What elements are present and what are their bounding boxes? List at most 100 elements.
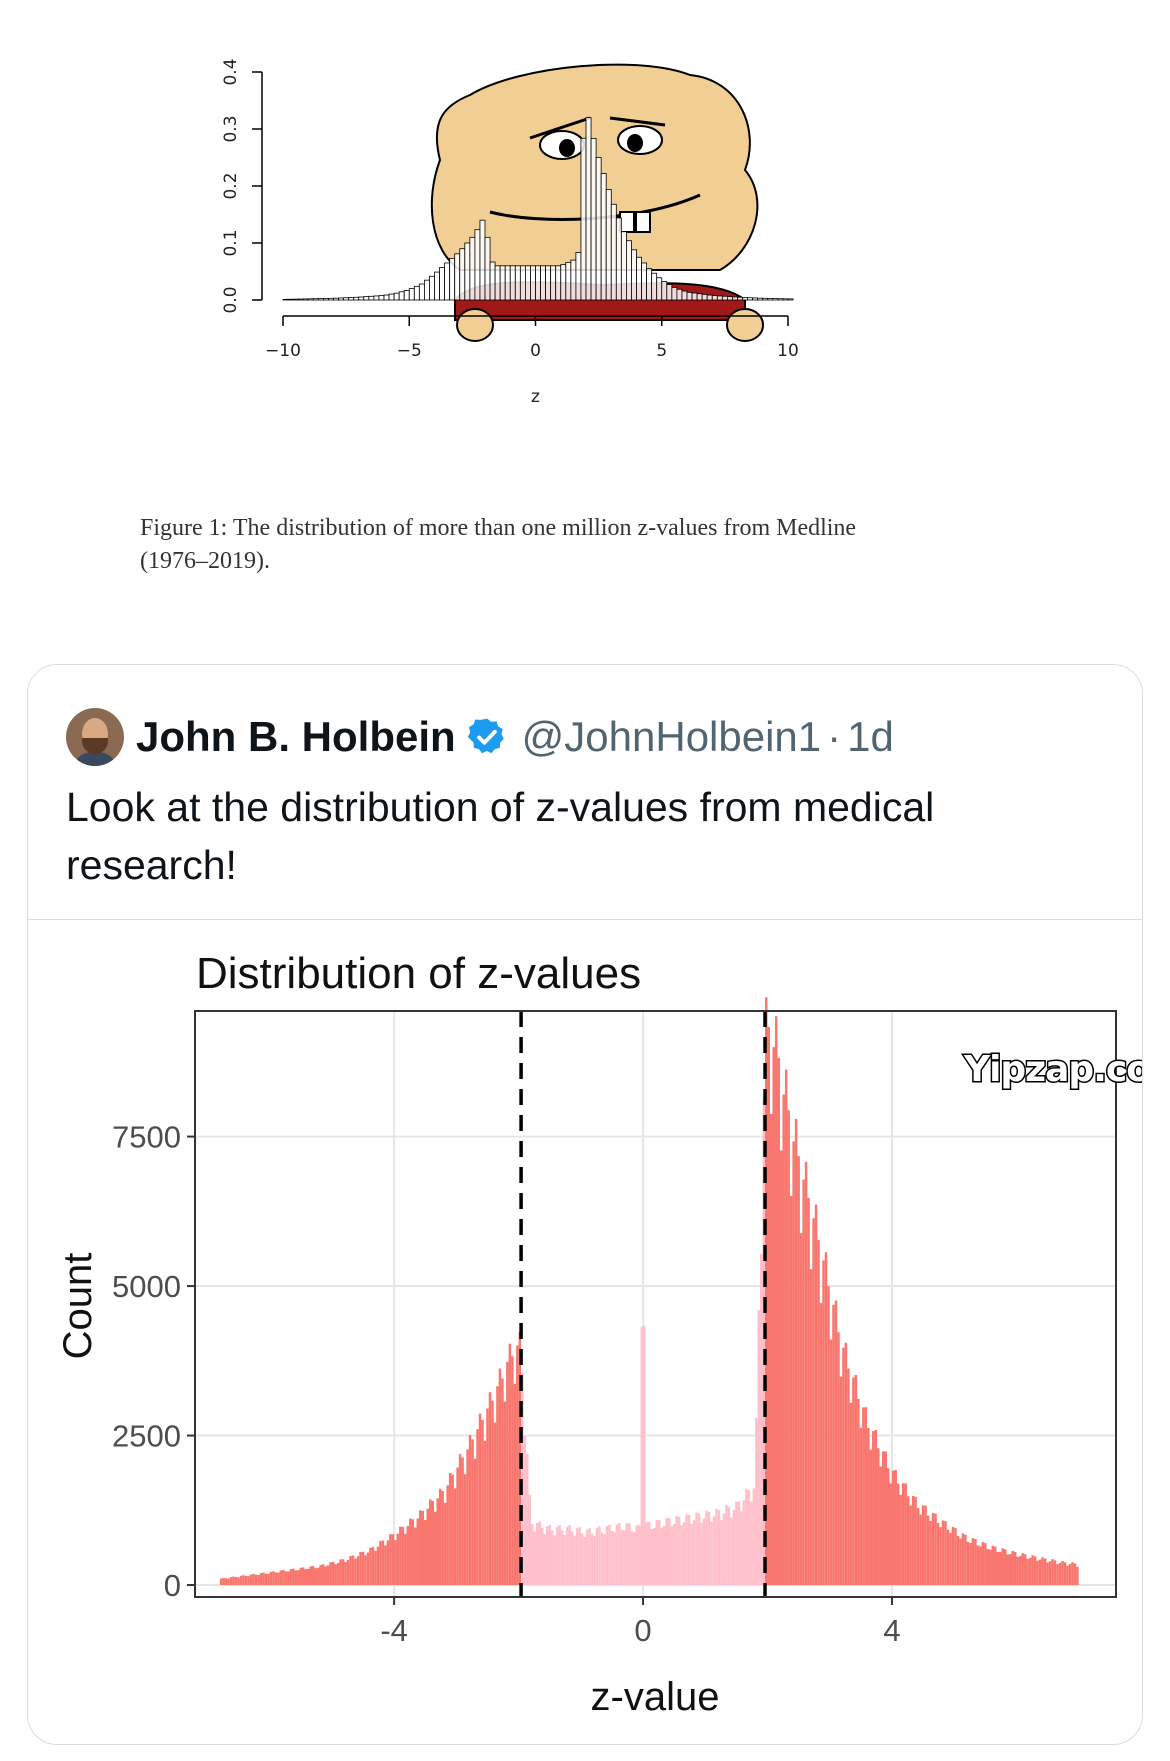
histogram-bar bbox=[478, 1413, 482, 1586]
histogram-bar bbox=[257, 1574, 260, 1586]
histogram-bar bbox=[949, 1532, 952, 1586]
histogram-bar bbox=[879, 1466, 883, 1586]
paper-bar bbox=[439, 267, 445, 301]
histogram-bar bbox=[553, 1535, 556, 1586]
histogram-bar bbox=[867, 1427, 870, 1586]
histogram-bar bbox=[351, 1555, 355, 1586]
histogram-bar bbox=[1068, 1564, 1072, 1586]
histogram-bar bbox=[872, 1431, 875, 1586]
paper-y-tick-label: 0.0 bbox=[221, 286, 241, 313]
histogram-bar bbox=[613, 1532, 616, 1586]
histogram-bar bbox=[523, 1435, 527, 1586]
paper-bar bbox=[585, 117, 592, 301]
histogram-bar bbox=[1063, 1562, 1067, 1586]
paper-x-tick-label: −10 bbox=[265, 341, 301, 361]
paper-bar bbox=[348, 297, 355, 301]
histogram-bar bbox=[307, 1568, 310, 1586]
histogram-bar bbox=[991, 1545, 995, 1586]
histogram-bar bbox=[794, 1118, 798, 1586]
histogram-bar bbox=[884, 1451, 887, 1586]
histogram-bar bbox=[374, 1550, 377, 1586]
histogram-bar bbox=[264, 1573, 268, 1586]
histogram-bar bbox=[931, 1513, 935, 1586]
author-name[interactable]: John B. Holbein bbox=[136, 713, 456, 760]
paper-bar bbox=[691, 292, 698, 301]
histogram-bar bbox=[533, 1531, 537, 1586]
author-handle[interactable]: @JohnHolbein1 bbox=[521, 713, 822, 760]
histogram-bar bbox=[289, 1569, 293, 1586]
histogram-bar bbox=[319, 1564, 322, 1586]
histogram-bar bbox=[804, 1161, 808, 1586]
histogram-bar bbox=[239, 1575, 243, 1586]
histogram-bar bbox=[625, 1523, 629, 1586]
histogram-bar bbox=[877, 1448, 880, 1586]
histogram-bar bbox=[779, 1150, 783, 1586]
paper-x-tick-label: 0 bbox=[530, 341, 541, 361]
paper-bar bbox=[610, 203, 617, 301]
histogram-bar bbox=[526, 1453, 529, 1586]
histogram-bar bbox=[799, 1233, 803, 1586]
histogram-bar bbox=[742, 1500, 746, 1586]
paper-bar bbox=[454, 253, 461, 301]
histogram-bar bbox=[635, 1525, 639, 1586]
histogram-bar bbox=[772, 1047, 775, 1586]
histogram-bar bbox=[717, 1510, 721, 1586]
histogram-bar bbox=[608, 1524, 611, 1586]
paper-bar bbox=[701, 294, 708, 301]
histogram-bar bbox=[777, 1057, 780, 1586]
paper-bar bbox=[595, 157, 602, 301]
histogram-bar bbox=[426, 1508, 429, 1586]
tweet-text: Look at the distribution of z-values fro… bbox=[66, 784, 935, 888]
paper-bar bbox=[378, 295, 385, 301]
histogram-bar bbox=[344, 1561, 347, 1586]
histogram-bar bbox=[244, 1575, 248, 1586]
z-value-chart[interactable]: Distribution of z-values 0 2500 5000 7500 -… bbox=[28, 920, 1142, 1744]
histogram-bar bbox=[628, 1523, 631, 1586]
histogram-bar bbox=[894, 1469, 897, 1586]
histogram-bar bbox=[463, 1474, 467, 1586]
histogram-bar bbox=[1033, 1556, 1037, 1586]
histogram-bar bbox=[981, 1542, 985, 1586]
histogram-bar bbox=[511, 1356, 514, 1586]
histogram-bar bbox=[655, 1520, 658, 1586]
histogram-bar bbox=[443, 1502, 447, 1586]
paper-bar bbox=[479, 219, 486, 301]
histogram-bar bbox=[837, 1332, 840, 1586]
figure-caption: Figure 1: The distribution of more than … bbox=[140, 512, 1040, 578]
tweet-card[interactable]: John B. Holbein @JohnHolbein1 · 1d Look … bbox=[27, 664, 1143, 1745]
histogram-bar bbox=[899, 1494, 902, 1586]
histogram-bar bbox=[862, 1407, 865, 1586]
tweet-timestamp[interactable]: 1d bbox=[847, 713, 894, 760]
histogram-bar bbox=[692, 1520, 696, 1586]
histogram-bar bbox=[249, 1574, 253, 1586]
avatar[interactable] bbox=[66, 708, 124, 766]
histogram-bar bbox=[864, 1407, 868, 1586]
histogram-bar bbox=[1051, 1559, 1054, 1586]
histogram-bar bbox=[563, 1534, 566, 1586]
histogram-bar bbox=[346, 1559, 350, 1586]
x-tick-label: 0 bbox=[634, 1613, 651, 1648]
x-tick-label: 4 bbox=[883, 1613, 900, 1648]
histogram-bar bbox=[660, 1527, 663, 1586]
histogram-bar bbox=[311, 1566, 315, 1586]
paper-x-axis-label: z bbox=[531, 387, 540, 407]
paper-bar bbox=[469, 236, 476, 301]
histogram-bar bbox=[1048, 1561, 1052, 1586]
histogram-bar bbox=[1006, 1554, 1009, 1586]
histogram-bar bbox=[745, 1489, 748, 1586]
paper-bar bbox=[777, 298, 784, 301]
paper-bar bbox=[681, 290, 688, 301]
histogram-bar bbox=[822, 1260, 825, 1586]
paper-y-tick-label: 0.2 bbox=[221, 172, 241, 199]
histogram-bar bbox=[725, 1505, 728, 1586]
histogram-bar bbox=[916, 1507, 920, 1586]
histogram-bar bbox=[712, 1516, 716, 1586]
histogram-bar bbox=[859, 1427, 863, 1586]
histogram-bar bbox=[710, 1521, 713, 1586]
histogram-bar bbox=[259, 1573, 263, 1586]
histogram-bar bbox=[994, 1546, 997, 1586]
histogram-bar bbox=[458, 1454, 462, 1586]
histogram-bar bbox=[416, 1518, 420, 1586]
paper-bar bbox=[514, 265, 521, 301]
paper-bar bbox=[651, 272, 658, 301]
